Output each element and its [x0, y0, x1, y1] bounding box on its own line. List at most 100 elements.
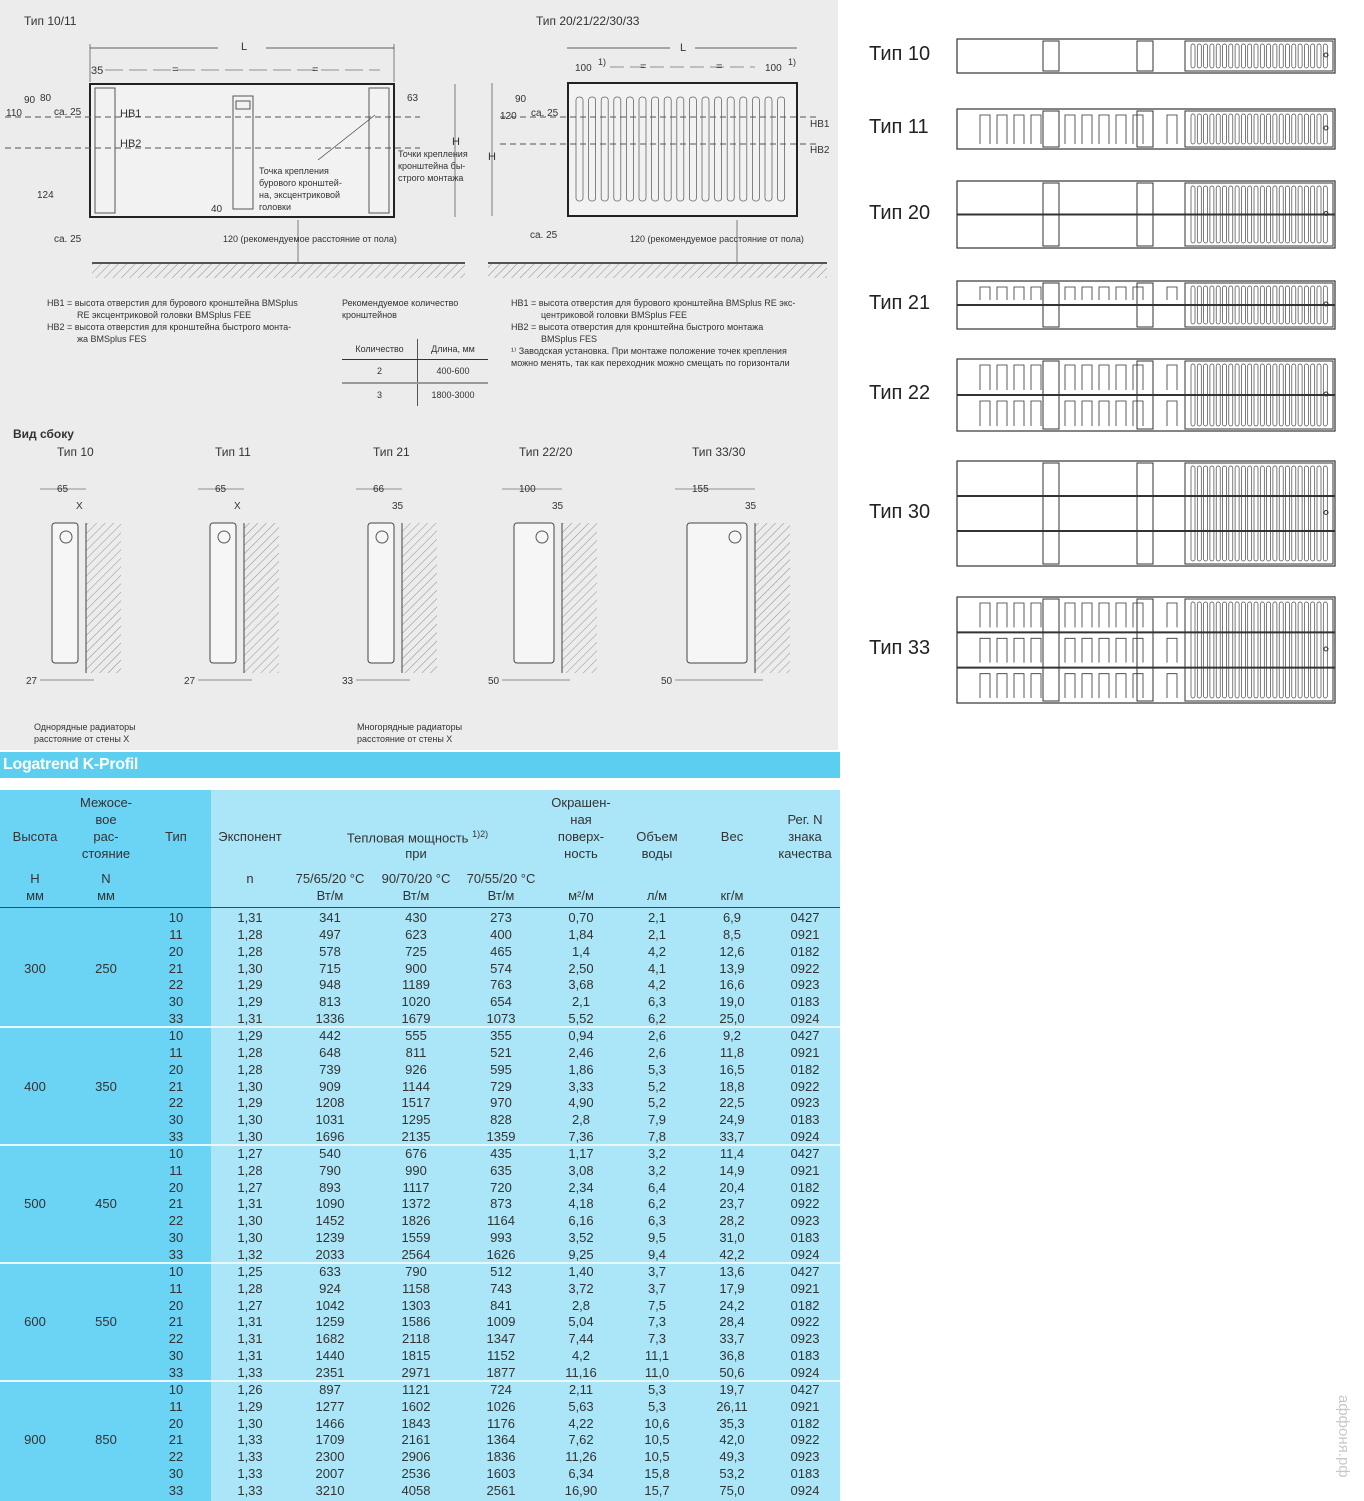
table-cell: 10,5: [644, 1432, 670, 1448]
callout-drill-line: Точка крепления: [259, 166, 329, 176]
table-cell: 0923: [790, 1213, 820, 1229]
table-cell: 0923: [790, 1331, 820, 1347]
side-view-title: Тип 22/20: [519, 445, 573, 459]
dim-90: 90: [24, 95, 36, 106]
group-separator: [0, 1379, 840, 1382]
front-view-type-10-11: Тип 10/11 L 35 = = HB1 HB2 90 80 110 ca.…: [5, 14, 468, 278]
dim-100-left: 100: [575, 63, 592, 74]
dim-40: 40: [211, 204, 223, 215]
table-cell: 7,5: [647, 1297, 667, 1313]
dim-ca25-bottom: ca. 25: [54, 234, 82, 245]
table-cell: 50,6: [719, 1364, 745, 1380]
table-cell: 1,30: [237, 960, 263, 976]
table-cell: 2564: [401, 1247, 431, 1262]
table-cell: 0182: [790, 1415, 820, 1431]
subheader-line: H: [30, 871, 40, 886]
table-cell: 0427: [790, 1027, 820, 1043]
header-heat-output-at: при: [405, 846, 427, 861]
radiator-fin: [575, 96, 584, 202]
header-height: Высота: [12, 829, 58, 844]
valve-icon: [217, 530, 231, 544]
table-cell: 1,28: [237, 1280, 263, 1296]
table-cell: 0924: [790, 1247, 820, 1262]
radiator-fin: [663, 96, 672, 202]
table-cell: 0921: [790, 1162, 820, 1178]
table-cell: 873: [490, 1196, 512, 1212]
header-center-distance: Межосе- вое рас- стояние: [66, 794, 146, 862]
table-cell: 30: [168, 994, 184, 1010]
cross-section-label: Тип 22: [869, 382, 931, 404]
bracket-cell: 3: [342, 383, 418, 406]
table-cell: 1189: [402, 977, 430, 993]
table-cell: 790: [319, 1162, 341, 1178]
subheader-line: 75/65/20 °C: [295, 871, 365, 886]
footnote-mark: 1): [598, 57, 606, 67]
table-cell: 24,2: [719, 1297, 745, 1313]
header-type: Тип: [165, 829, 187, 844]
table-cell: 813: [319, 994, 341, 1010]
table-cell: 33,7: [719, 1331, 745, 1347]
depth-dimension: 155: [692, 484, 709, 495]
cross-section-label: Тип 33: [869, 637, 931, 659]
hb-notes-left: HB1 = высота отверстия для бурового крон…: [47, 297, 337, 345]
header-weight: Вес: [720, 829, 744, 844]
subheader-line: 70/55/20 °C: [466, 871, 536, 886]
table-cell: 0923: [790, 977, 820, 993]
table-cell: 273: [490, 910, 512, 925]
table-cell: 28,4: [719, 1314, 745, 1330]
table-cell: 1117: [402, 1179, 430, 1195]
table-cell: 0,94: [568, 1027, 594, 1043]
table-cell: 1,84: [568, 926, 594, 942]
table-cell: 1,27: [237, 1179, 263, 1195]
table-cell: 21: [168, 1078, 184, 1094]
table-cell: 5,3: [647, 1061, 667, 1077]
side-view-item: Тип 10 65 X 27: [26, 445, 121, 687]
table-cell: 24,9: [719, 1112, 745, 1128]
table-cell: 30: [168, 1230, 184, 1246]
header-heat-output: Тепловая мощность 1)2): [330, 826, 505, 846]
radiator-fin: [714, 96, 722, 202]
table-cell: 5,63: [568, 1398, 594, 1414]
subheader-line: Вт/м: [487, 888, 515, 903]
table-cell: 1020: [401, 994, 431, 1010]
callout-quick-line: строго монтажа: [398, 173, 463, 183]
cross-section-drawing: [956, 180, 1336, 249]
table-cell: 9,4: [647, 1247, 667, 1262]
table-cell: 5,2: [647, 1095, 667, 1111]
table-cell: 17,9: [719, 1280, 745, 1296]
header-divider: [0, 907, 840, 908]
table-cell: 0183: [790, 1112, 820, 1128]
table-cell: 11,1: [644, 1348, 670, 1364]
table-cell: 20: [168, 1297, 184, 1313]
table-cell: 828: [490, 1112, 512, 1128]
table-cell: 1,31: [237, 1011, 263, 1027]
table-cell: 1626: [486, 1247, 516, 1262]
table-cell: 0921: [790, 1280, 820, 1296]
cross-section-label: Тип 30: [869, 500, 931, 523]
table-cell: 1,31: [237, 1348, 263, 1364]
bottom-dimension: 50: [488, 676, 500, 687]
table-cell: 0922: [790, 1078, 820, 1094]
dim-35: 35: [91, 65, 103, 77]
table-cell: 7,9: [647, 1112, 667, 1128]
dim-equal-left: =: [640, 61, 646, 73]
subheader-t2: 90/70/20 °C Вт/м: [371, 870, 461, 904]
header-line: рас-: [93, 829, 119, 844]
radiator-fin: [752, 96, 760, 202]
table-cell: 42,2: [719, 1247, 745, 1262]
table-cell: 7,44: [568, 1331, 594, 1347]
table-cell: 924: [319, 1280, 341, 1296]
header-painted-surface: Окрашен- ная поверх- ность: [541, 794, 621, 862]
cross-section-drawing: [956, 108, 1336, 150]
table-cell: 1679: [401, 1011, 431, 1027]
table-cell: 400: [490, 926, 512, 942]
table-cell: 9,5: [647, 1230, 667, 1246]
table-cell: 341: [319, 910, 341, 925]
table-cell: 1,30: [237, 1213, 263, 1229]
table-cell: 21: [168, 1432, 184, 1448]
dim-equal-right: =: [312, 64, 318, 76]
table-cell: 970: [490, 1095, 512, 1111]
table-cell: 11: [169, 1280, 183, 1296]
bracket-cell: 400-600: [417, 359, 488, 384]
dim-120: 120: [500, 111, 517, 122]
